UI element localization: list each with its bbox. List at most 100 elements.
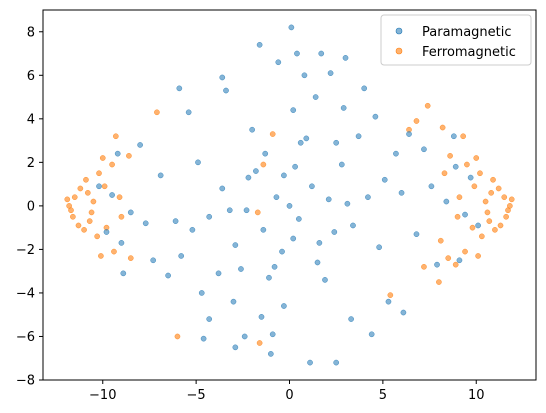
- paramagnetic-point-49: [372, 113, 379, 120]
- paramagnetic-point-78: [456, 257, 463, 264]
- x-axis: −10 −5 0 5 10: [89, 380, 485, 403]
- paramagnetic-point-87: [342, 55, 349, 61]
- ferromagnetic-point-12: [68, 207, 74, 214]
- paramagnetic-point-81: [467, 174, 474, 181]
- paramagnetic-point-25: [376, 244, 382, 251]
- paramagnetic-point-72: [385, 298, 392, 305]
- ferromagnetic-point-33: [501, 194, 508, 201]
- paramagnetic-point-98: [290, 235, 297, 242]
- paramagnetic-point-15: [303, 135, 310, 142]
- ferromagnetic-point-26: [154, 109, 160, 116]
- paramagnetic-point-54: [223, 87, 229, 94]
- paramagnetic-point-97: [226, 207, 233, 214]
- paramagnetic-point-92: [297, 139, 304, 146]
- y-axis: −8 −6 −4 −2 0 2 4 6 8: [16, 25, 43, 389]
- paramagnetic-point-27: [290, 107, 297, 113]
- y-tick-label-1: −6: [16, 330, 35, 345]
- paramagnetic-point-30: [215, 270, 222, 277]
- ferromagnetic-point-37: [490, 176, 496, 183]
- ferromagnetic-point-48: [469, 224, 476, 231]
- paramagnetic-point-46: [269, 331, 276, 338]
- paramagnetic-point-36: [258, 314, 265, 320]
- ferromagnetic-point-52: [454, 213, 461, 220]
- paramagnetic-point-70: [361, 85, 368, 92]
- paramagnetic-point-61: [327, 70, 334, 76]
- paramagnetic-point-56: [109, 192, 115, 198]
- ferromagnetic-point-3: [77, 185, 84, 192]
- paramagnetic-point-21: [322, 277, 328, 283]
- paramagnetic-point-14: [219, 185, 226, 192]
- paramagnetic-point-53: [348, 316, 354, 322]
- paramagnetic-point-43: [421, 146, 427, 153]
- paramagnetic-point-57: [406, 131, 412, 137]
- ferromagnetic-point-60: [436, 279, 442, 285]
- x-tick-label-0: −10: [89, 388, 116, 403]
- paramagnetic-point-34: [178, 253, 185, 259]
- paramagnetic-point-74: [434, 261, 440, 268]
- paramagnetic-point-55: [462, 211, 468, 218]
- paramagnetic-point-65: [333, 359, 340, 366]
- paramagnetic-point-66: [288, 24, 295, 31]
- ferromagnetic-point-38: [492, 226, 498, 233]
- paramagnetic-point-8: [279, 248, 285, 255]
- ferromagnetic-points: [64, 102, 515, 346]
- ferromagnetic-point-2: [70, 213, 76, 220]
- ferromagnetic-point-9: [96, 170, 102, 177]
- paramagnetic-point-90: [262, 150, 269, 157]
- paramagnetic-point-9: [316, 240, 323, 246]
- paramagnetic-point-3: [309, 183, 315, 190]
- ferromagnetic-point-6: [81, 226, 87, 233]
- ferromagnetic-point-29: [260, 161, 267, 168]
- ferromagnetic-point-42: [478, 233, 485, 240]
- ferromagnetic-point-25: [112, 133, 119, 140]
- paramagnetic-point-31: [398, 189, 405, 196]
- ferromagnetic-point-14: [86, 218, 93, 224]
- ferromagnetic-point-40: [484, 209, 491, 216]
- paramagnetic-point-96: [344, 200, 351, 207]
- paramagnetic-point-82: [96, 183, 102, 190]
- ferromagnetic-point-8: [88, 209, 95, 216]
- paramagnetic-point-60: [256, 41, 263, 48]
- paramagnetic-point-89: [400, 309, 407, 316]
- paramagnetic-point-68: [318, 50, 325, 57]
- legend-label-ferromagnetic: Ferromagnetic: [422, 45, 516, 60]
- paramagnetic-point-39: [340, 105, 347, 111]
- paramagnetic-point-69: [219, 74, 226, 81]
- ferromagnetic-point-62: [437, 237, 444, 244]
- paramagnetic-point-73: [185, 109, 192, 116]
- ferromagnetic-point-67: [441, 170, 448, 177]
- paramagnetic-point-19: [333, 139, 340, 146]
- paramagnetic-point-18: [206, 213, 213, 220]
- ferromagnetic-point-28: [256, 340, 263, 346]
- y-tick-label-2: −4: [16, 286, 35, 301]
- paramagnetic-point-51: [452, 163, 459, 170]
- paramagnetic-point-94: [331, 229, 338, 235]
- legend-marker-paramagnetic: [395, 27, 403, 35]
- ferromagnetic-point-55: [473, 155, 480, 161]
- paramagnetic-point-33: [393, 150, 399, 157]
- ferromagnetic-point-1: [71, 194, 78, 201]
- plot-frame: [42, 9, 537, 381]
- paramagnetic-point-0: [286, 203, 293, 209]
- y-tick-label-3: −2: [16, 243, 35, 258]
- paramagnetic-point-35: [312, 94, 319, 100]
- x-tick-label-2: 0: [285, 388, 293, 403]
- paramagnetic-point-13: [350, 222, 356, 229]
- paramagnetic-point-20: [238, 266, 244, 272]
- x-tick-label-1: −5: [187, 388, 206, 403]
- ferromagnetic-point-47: [471, 183, 478, 190]
- ferromagnetic-point-57: [460, 133, 467, 140]
- ferromagnetic-point-11: [64, 196, 71, 203]
- y-tick-label-8: 8: [27, 25, 35, 40]
- paramagnetic-point-7: [292, 163, 298, 170]
- x-tick-label-3: 5: [379, 388, 387, 403]
- ferromagnetic-point-61: [452, 261, 459, 268]
- legend-marker-ferromagnetic: [395, 47, 403, 55]
- paramagnetic-point-67: [275, 59, 282, 66]
- y-tick-label-6: 4: [27, 112, 35, 127]
- paramagnetic-point-41: [428, 183, 435, 190]
- paramagnetic-point-50: [198, 290, 205, 296]
- ferromagnetic-point-53: [447, 152, 453, 159]
- ferromagnetic-point-54: [445, 255, 452, 261]
- paramagnetic-point-26: [195, 159, 201, 166]
